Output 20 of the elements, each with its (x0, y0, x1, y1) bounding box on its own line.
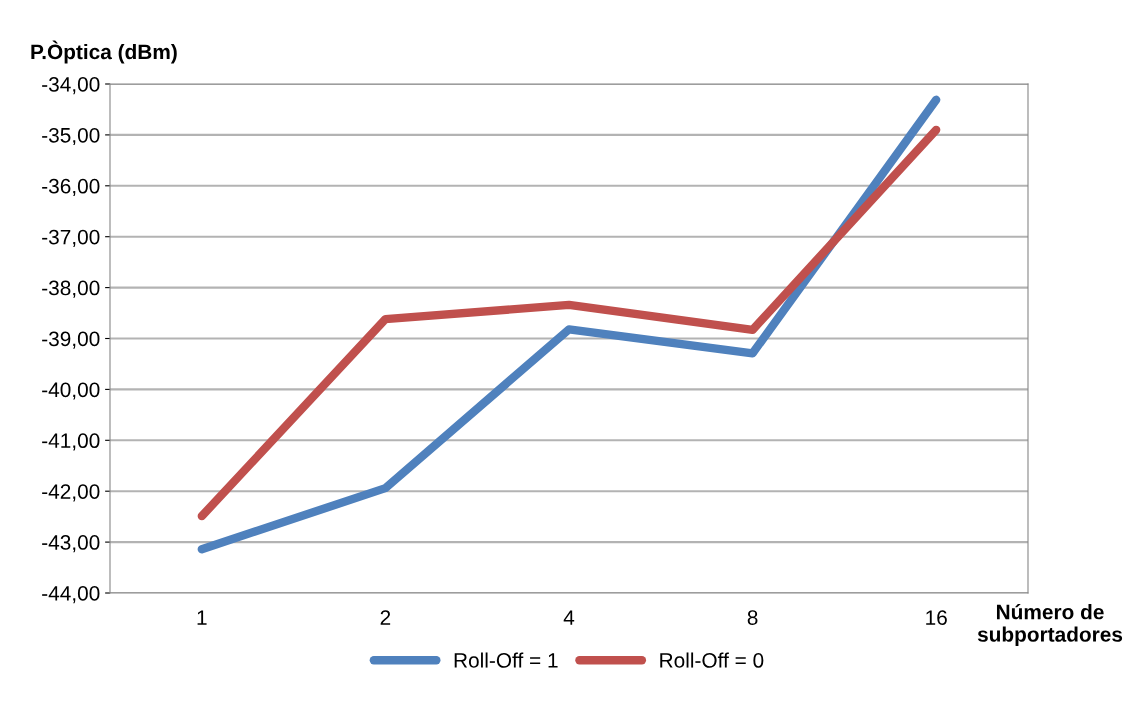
y-tick-label: -38,00 (42, 280, 100, 298)
x-tick-label: 1 (197, 610, 207, 625)
y-tick-label: -36,00 (42, 178, 100, 197)
y-tick-label: -40,00 (42, 382, 100, 400)
x-tick-label: 2 (380, 610, 391, 625)
x-tick-label: 8 (747, 610, 758, 625)
y-tick-label: -42,00 (42, 484, 100, 502)
legend-label: Roll-Off = 0 (660, 652, 764, 668)
y-axis-title: P.Òptica (dBm) (31, 40, 177, 64)
x-tick-label: 4 (563, 610, 575, 625)
y-tick-label: -41,00 (42, 433, 100, 451)
y-tick-label: -44,00 (42, 586, 100, 604)
y-tick-label: -34,00 (42, 77, 100, 95)
legend-label: Roll-Off = 1 (454, 652, 558, 668)
x-tick-label: 16 (926, 610, 947, 625)
x-axis-title: Número de subportadores (977, 603, 1123, 646)
y-tick-label: -35,00 (42, 127, 100, 146)
y-tick-label: -37,00 (42, 229, 100, 247)
y-tick-label: -43,00 (42, 535, 100, 553)
y-tick-label: -39,00 (42, 331, 100, 349)
